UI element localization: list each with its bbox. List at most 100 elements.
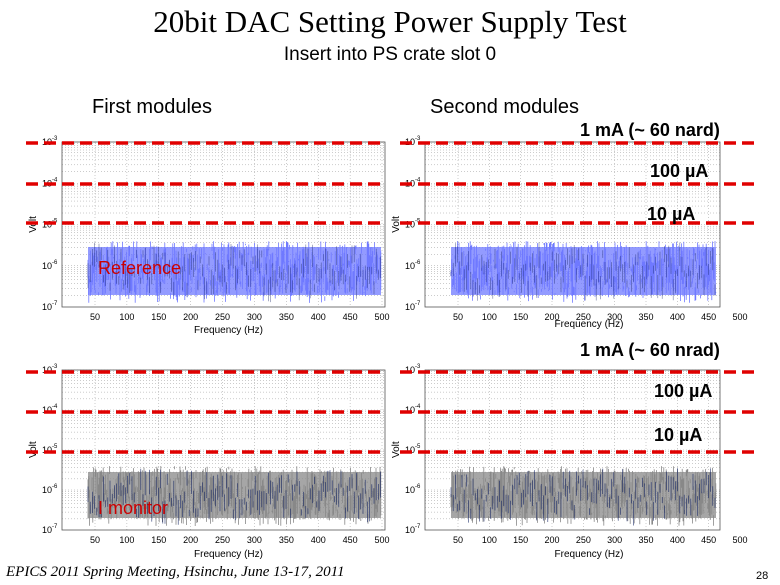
x-tick-label: 350 bbox=[638, 535, 653, 545]
x-tick-label: 100 bbox=[119, 312, 134, 322]
y-tick-exponent: -5 bbox=[415, 444, 421, 450]
x-tick-label: 500 bbox=[374, 535, 389, 545]
y-tick-exponent: -3 bbox=[415, 364, 421, 370]
x-tick-label: 50 bbox=[453, 535, 463, 545]
x-tick-label: 500 bbox=[374, 312, 389, 322]
y-tick-exponent: -3 bbox=[52, 136, 58, 142]
y-axis-label: Volt bbox=[28, 441, 39, 458]
y-tick-exponent: -6 bbox=[415, 260, 421, 266]
x-tick-label: 400 bbox=[670, 535, 685, 545]
y-tick-exponent: -4 bbox=[52, 177, 58, 183]
x-tick-label: 50 bbox=[90, 312, 100, 322]
y-tick-exponent: -3 bbox=[415, 136, 421, 142]
x-tick-label: 500 bbox=[732, 535, 747, 545]
plot-frame bbox=[424, 369, 721, 531]
x-tick-label: 400 bbox=[670, 312, 685, 322]
y-tick-label: 10-7 bbox=[405, 524, 421, 535]
noise-trace-dark bbox=[450, 242, 716, 301]
y-axis-label: Volt bbox=[391, 216, 402, 233]
reference-label: Reference bbox=[98, 258, 181, 278]
first-modules-label: First modules bbox=[92, 96, 213, 118]
x-tick-label: 150 bbox=[151, 312, 166, 322]
y-tick-exponent: -6 bbox=[52, 260, 58, 266]
levels-bottom: 1 mA (~ 60 nrad) 100 µA 10 µA I monitor bbox=[26, 340, 760, 518]
x-axis-label: Frequency (Hz) bbox=[194, 549, 263, 560]
x-tick-label: 250 bbox=[576, 535, 591, 545]
x-tick-label: 150 bbox=[513, 312, 528, 322]
y-tick-label: 10-7 bbox=[42, 524, 58, 535]
x-tick-label: 450 bbox=[701, 312, 716, 322]
y-tick-exponent: -3 bbox=[52, 364, 58, 370]
y-tick-label: 10-5 bbox=[405, 444, 421, 455]
x-tick-label: 200 bbox=[544, 312, 559, 322]
x-tick-label: 250 bbox=[215, 312, 230, 322]
slide-title: 20bit DAC Setting Power Supply Test bbox=[153, 4, 627, 39]
y-tick-label: 10-5 bbox=[42, 444, 58, 455]
x-axis-label: Frequency (Hz) bbox=[555, 319, 624, 330]
plot-frame bbox=[61, 369, 386, 531]
level-label: 10 µA bbox=[654, 425, 702, 445]
level-label: 100 µA bbox=[650, 161, 708, 181]
y-tick-exponent: -6 bbox=[415, 484, 421, 490]
x-axis-label: Frequency (Hz) bbox=[194, 325, 263, 336]
noise-trace-dark bbox=[450, 468, 716, 526]
level-label: 1 mA (~ 60 nrad) bbox=[580, 340, 720, 360]
y-tick-label: 10-6 bbox=[405, 484, 421, 495]
y-tick-label: 10-4 bbox=[405, 404, 421, 415]
y-tick-label: 10-3 bbox=[405, 136, 421, 147]
x-tick-label: 200 bbox=[544, 535, 559, 545]
footer-text: EPICS 2011 Spring Meeting, Hsinchu, June… bbox=[6, 564, 345, 580]
x-tick-label: 100 bbox=[482, 312, 497, 322]
y-axis-label: Volt bbox=[391, 441, 402, 458]
y-tick-exponent: -6 bbox=[52, 484, 58, 490]
y-tick-label: 10-7 bbox=[405, 301, 421, 312]
x-tick-label: 250 bbox=[215, 535, 230, 545]
y-tick-exponent: -7 bbox=[415, 524, 421, 530]
y-tick-label: 10-4 bbox=[42, 404, 58, 415]
second-modules-label: Second modules bbox=[430, 96, 579, 118]
x-tick-label: 100 bbox=[482, 535, 497, 545]
y-tick-label: 10-3 bbox=[42, 364, 58, 375]
y-tick-exponent: -5 bbox=[52, 444, 58, 450]
y-tick-exponent: -7 bbox=[415, 301, 421, 307]
x-tick-label: 200 bbox=[183, 535, 198, 545]
y-tick-label: 10-7 bbox=[42, 301, 58, 312]
plot-first-top: 10-310-410-510-610-7Volt5010015020025030… bbox=[28, 136, 390, 336]
y-tick-exponent: -4 bbox=[415, 404, 421, 410]
level-label: 1 mA (~ 60 nard) bbox=[580, 120, 720, 140]
x-tick-label: 350 bbox=[279, 535, 294, 545]
x-tick-label: 400 bbox=[311, 312, 326, 322]
levels-top: 1 mA (~ 60 nard) 100 µA 10 µA Reference bbox=[26, 120, 760, 278]
x-tick-label: 200 bbox=[183, 312, 198, 322]
x-tick-label: 450 bbox=[343, 312, 358, 322]
x-tick-label: 50 bbox=[90, 535, 100, 545]
level-label: 10 µA bbox=[647, 204, 695, 224]
page-number: 28 bbox=[756, 570, 769, 582]
level-label: 100 µA bbox=[654, 381, 712, 401]
y-tick-exponent: -4 bbox=[52, 404, 58, 410]
x-tick-label: 50 bbox=[453, 312, 463, 322]
x-tick-label: 400 bbox=[311, 535, 326, 545]
x-tick-label: 450 bbox=[701, 535, 716, 545]
i-monitor-label: I monitor bbox=[98, 498, 168, 518]
x-tick-label: 500 bbox=[732, 312, 747, 322]
x-tick-label: 150 bbox=[151, 535, 166, 545]
y-tick-exponent: -4 bbox=[415, 177, 421, 183]
x-tick-label: 300 bbox=[247, 312, 262, 322]
noise-trace-dark bbox=[87, 468, 381, 525]
x-tick-label: 250 bbox=[576, 312, 591, 322]
x-tick-label: 150 bbox=[513, 535, 528, 545]
slide-subtitle: Insert into PS crate slot 0 bbox=[283, 44, 497, 65]
x-tick-label: 350 bbox=[279, 312, 294, 322]
x-tick-label: 100 bbox=[119, 535, 134, 545]
noise-trace-dark bbox=[87, 242, 381, 303]
x-tick-label: 300 bbox=[247, 535, 262, 545]
y-tick-exponent: -7 bbox=[52, 524, 58, 530]
x-tick-label: 300 bbox=[607, 535, 622, 545]
x-tick-label: 300 bbox=[607, 312, 622, 322]
y-tick-exponent: -7 bbox=[52, 301, 58, 307]
y-tick-label: 10-6 bbox=[42, 260, 58, 271]
y-tick-label: 10-6 bbox=[42, 484, 58, 495]
y-tick-label: 10-3 bbox=[405, 364, 421, 375]
